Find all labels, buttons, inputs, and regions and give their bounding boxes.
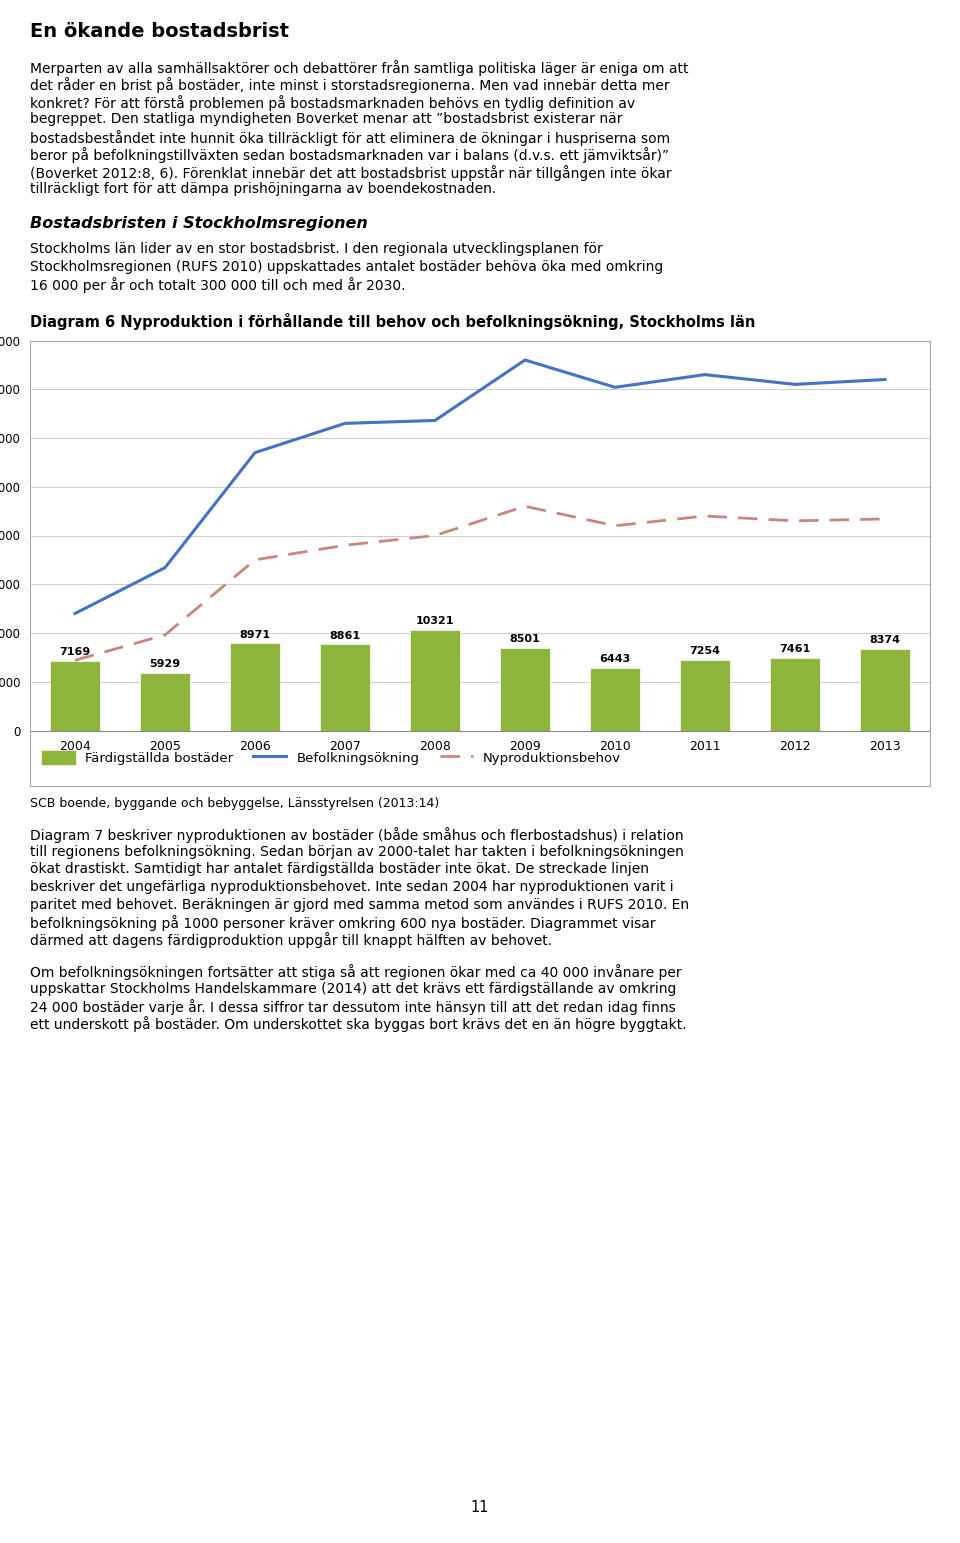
Bar bbox=[770, 657, 820, 730]
Text: Bostadsbristen i Stockholmsregionen: Bostadsbristen i Stockholmsregionen bbox=[30, 216, 368, 231]
Bar bbox=[860, 650, 910, 730]
Text: 6443: 6443 bbox=[599, 654, 631, 665]
Bar bbox=[590, 668, 639, 730]
Text: 7461: 7461 bbox=[780, 645, 810, 654]
Text: (Boverket 2012:8, 6). Förenklat innebär det att bostadsbrist uppstår när tillgån: (Boverket 2012:8, 6). Förenklat innebär … bbox=[30, 165, 672, 181]
Bar bbox=[681, 660, 730, 730]
Bar bbox=[410, 630, 460, 730]
Bar bbox=[50, 660, 100, 730]
Text: 8971: 8971 bbox=[239, 630, 271, 640]
Text: beskriver det ungefärliga nyproduktionsbehovet. Inte sedan 2004 har nyproduktion: beskriver det ungefärliga nyproduktionsb… bbox=[30, 880, 674, 893]
Text: tillräckligt fort för att dämpa prishöjningarna av boendekostnaden.: tillräckligt fort för att dämpa prishöjn… bbox=[30, 182, 496, 196]
Bar bbox=[500, 648, 550, 730]
Text: 16 000 per år och totalt 300 000 till och med år 2030.: 16 000 per år och totalt 300 000 till oc… bbox=[30, 278, 405, 293]
Text: 10321: 10321 bbox=[416, 617, 454, 626]
Text: SCB boende, byggande och bebyggelse, Länsstyrelsen (2013:14): SCB boende, byggande och bebyggelse, Län… bbox=[30, 798, 440, 810]
Bar bbox=[230, 643, 279, 730]
Text: 11: 11 bbox=[470, 1500, 490, 1515]
Text: Stockholmsregionen (RUFS 2010) uppskattades antalet bostäder behöva öka med omkr: Stockholmsregionen (RUFS 2010) uppskatta… bbox=[30, 259, 663, 273]
Text: Merparten av alla samhällsaktörer och debattörer från samtliga politiska läger ä: Merparten av alla samhällsaktörer och de… bbox=[30, 60, 688, 76]
Bar bbox=[140, 673, 190, 730]
Text: därmed att dagens färdigproduktion uppgår till knappt hälften av behovet.: därmed att dagens färdigproduktion uppgå… bbox=[30, 932, 552, 949]
Text: Diagram 6 Nyproduktion i förhållande till behov och befolkningsökning, Stockholm: Diagram 6 Nyproduktion i förhållande til… bbox=[30, 313, 756, 330]
Text: Stockholms län lider av en stor bostadsbrist. I den regionala utvecklingsplanen : Stockholms län lider av en stor bostadsb… bbox=[30, 242, 603, 256]
Text: En ökande bostadsbrist: En ökande bostadsbrist bbox=[30, 22, 289, 42]
Text: 5929: 5929 bbox=[150, 659, 180, 670]
Text: Om befolkningsökningen fortsätter att stiga så att regionen ökar med ca 40 000 i: Om befolkningsökningen fortsätter att st… bbox=[30, 964, 682, 980]
Legend: Färdigställda bostäder, Befolkningsökning, Nyproduktionsbehov: Färdigställda bostäder, Befolkningsöknin… bbox=[36, 745, 627, 770]
Text: begreppet. Den statliga myndigheten Boverket menar att ”bostadsbrist existerar n: begreppet. Den statliga myndigheten Bove… bbox=[30, 113, 622, 127]
Text: 7169: 7169 bbox=[60, 647, 90, 657]
Text: ökat drastiskt. Samtidigt har antalet färdigställda bostäder inte ökat. De strec: ökat drastiskt. Samtidigt har antalet fä… bbox=[30, 863, 649, 876]
Text: paritet med behovet. Beräkningen är gjord med samma metod som användes i RUFS 20: paritet med behovet. Beräkningen är gjor… bbox=[30, 898, 689, 912]
Text: till regionens befolkningsökning. Sedan början av 2000-talet har takten i befolk: till regionens befolkningsökning. Sedan … bbox=[30, 846, 684, 859]
Text: beror på befolkningstillväxten sedan bostadsmarknaden var i balans (d.v.s. ett j: beror på befolkningstillväxten sedan bos… bbox=[30, 148, 669, 164]
Text: Diagram 7 beskriver nyproduktionen av bostäder (både småhus och flerbostadshus) : Diagram 7 beskriver nyproduktionen av bo… bbox=[30, 827, 684, 844]
Text: 7254: 7254 bbox=[689, 647, 721, 656]
Text: uppskattar Stockholms Handelskammare (2014) att det krävs ett färdigställande av: uppskattar Stockholms Handelskammare (20… bbox=[30, 981, 677, 995]
Text: ett underskott på bostäder. Om underskottet ska byggas bort krävs det en än högr: ett underskott på bostäder. Om underskot… bbox=[30, 1017, 686, 1032]
Text: 24 000 bostäder varje år. I dessa siffror tar dessutom inte hänsyn till att det : 24 000 bostäder varje år. I dessa siffro… bbox=[30, 998, 676, 1015]
Text: det råder en brist på bostäder, inte minst i storstadsregionerna. Men vad innebä: det råder en brist på bostäder, inte min… bbox=[30, 77, 670, 94]
Text: befolkningsökning på 1000 personer kräver omkring 600 nya bostäder. Diagrammet v: befolkningsökning på 1000 personer kräve… bbox=[30, 915, 656, 930]
Text: bostadsbeståndet inte hunnit öka tillräckligt för att eliminera de ökningar i hu: bostadsbeståndet inte hunnit öka tillräc… bbox=[30, 130, 670, 147]
Text: 8501: 8501 bbox=[510, 634, 540, 645]
Text: 8374: 8374 bbox=[870, 636, 900, 645]
Text: 8861: 8861 bbox=[329, 631, 361, 640]
Text: konkret? För att förstå problemen på bostadsmarknaden behövs en tydlig definitio: konkret? För att förstå problemen på bos… bbox=[30, 96, 636, 111]
Bar bbox=[321, 643, 370, 730]
